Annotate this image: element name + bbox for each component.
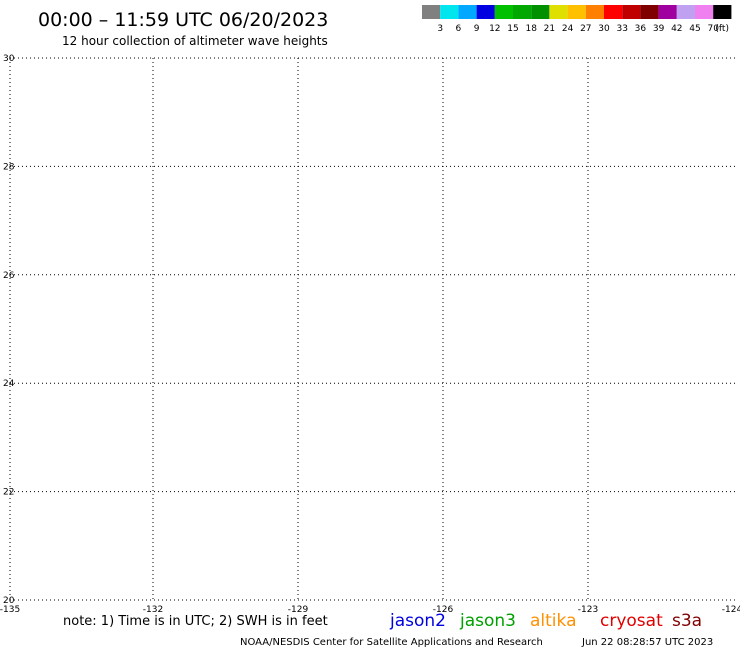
color-scale-label: 3 xyxy=(437,24,443,34)
longitude-tick-label: -132 xyxy=(143,605,163,615)
longitude-tick-label: -123 xyxy=(578,605,598,615)
latitude-tick-label: 20 xyxy=(3,596,15,606)
color-swatch xyxy=(494,5,513,19)
latitude-tick-label: 28 xyxy=(3,162,15,172)
color-swatch xyxy=(440,5,459,19)
color-scale-label: 27 xyxy=(580,24,591,34)
color-scale-label: 15 xyxy=(507,24,518,34)
color-swatch xyxy=(476,5,495,19)
color-scale-label: 24 xyxy=(562,24,574,34)
color-swatch xyxy=(676,5,695,19)
latitude-tick-label: 24 xyxy=(3,379,15,389)
latitude-tick-labels: 20 22 24 26 28 30 xyxy=(3,54,15,606)
color-scale-label: 70 xyxy=(707,24,719,34)
legend-altika: altika xyxy=(530,611,577,631)
color-swatch xyxy=(658,5,677,19)
color-scale-label: 21 xyxy=(544,24,555,34)
color-swatch xyxy=(640,5,659,19)
color-scale-label: 30 xyxy=(598,24,610,34)
color-swatch xyxy=(458,5,477,19)
color-swatch xyxy=(713,5,732,19)
footer-credit: NOAA/NESDIS Center for Satellite Applica… xyxy=(240,637,543,648)
color-swatch xyxy=(531,5,550,19)
longitude-tick-labels: -135 -132 -129 -126 -123 -124 xyxy=(0,605,740,615)
latitude-tick-label: 22 xyxy=(3,488,14,498)
map-grid xyxy=(9,57,738,601)
color-scale-unit: (ft) xyxy=(715,24,729,34)
color-scale-label: 12 xyxy=(489,24,500,34)
color-swatch xyxy=(622,5,641,19)
page-subtitle: 12 hour collection of altimeter wave hei… xyxy=(62,34,328,48)
color-scale-label: 45 xyxy=(689,24,700,34)
footer-timestamp: Jun 22 08:28:57 UTC 2023 xyxy=(581,637,713,648)
color-swatch xyxy=(585,5,604,19)
longitude-tick-label: -129 xyxy=(288,605,309,615)
color-scale-label: 9 xyxy=(474,24,480,34)
footer-note: note: 1) Time is in UTC; 2) SWH is in fe… xyxy=(63,614,328,629)
legend-jason3: jason3 xyxy=(459,611,516,631)
satellite-legend: jason2 jason3 altika cryosat s3a xyxy=(389,611,702,631)
longitude-tick-label: -124 xyxy=(722,605,740,615)
longitude-tick-label: -126 xyxy=(433,605,454,615)
color-scale-label: 18 xyxy=(525,24,537,34)
legend-s3a: s3a xyxy=(672,611,702,631)
legend-cryosat: cryosat xyxy=(600,611,663,631)
latitude-tick-label: 26 xyxy=(3,271,15,281)
longitude-tick-label: -135 xyxy=(0,605,20,615)
color-swatch xyxy=(549,5,568,19)
color-scale-label: 36 xyxy=(635,24,647,34)
latitude-tick-label: 30 xyxy=(3,54,15,64)
color-scale-label: 39 xyxy=(653,24,665,34)
color-scale-label: 6 xyxy=(456,24,462,34)
color-swatch xyxy=(695,5,714,19)
color-swatch xyxy=(422,5,441,19)
page-title: 00:00 – 11:59 UTC 06/20/2023 xyxy=(38,9,328,31)
color-scale-label: 42 xyxy=(671,24,682,34)
color-swatch xyxy=(567,5,586,19)
color-swatch xyxy=(604,5,623,19)
color-scale-label: 33 xyxy=(616,24,627,34)
color-swatch xyxy=(513,5,532,19)
legend-jason2: jason2 xyxy=(389,611,446,631)
color-scale-bar: 3 6 9 12 15 18 21 24 27 30 33 36 39 42 45 70(ft) xyxy=(422,5,732,34)
